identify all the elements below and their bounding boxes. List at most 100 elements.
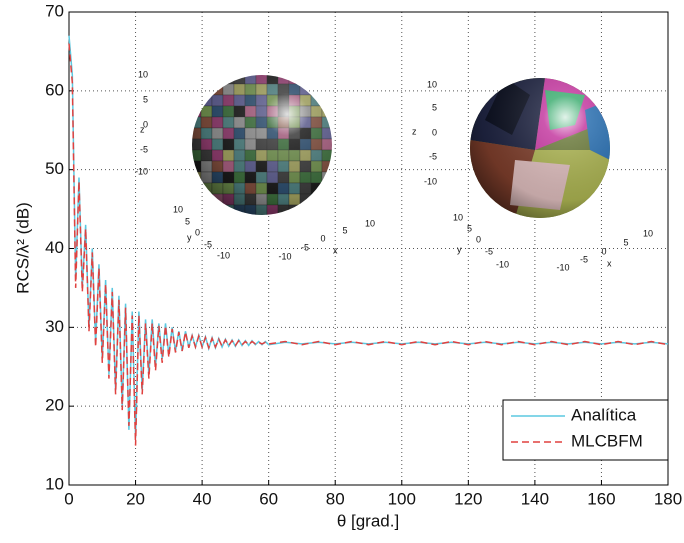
axes-box: [68, 11, 669, 486]
inset-x-tick: 0: [320, 233, 325, 243]
patch: [321, 83, 332, 96]
inset-x-label: x: [607, 258, 612, 268]
patch: [245, 216, 256, 227]
patch: [333, 139, 344, 150]
inset-y-tick: 5: [467, 223, 472, 233]
patch: [322, 216, 333, 227]
patch: [333, 183, 344, 194]
patch: [333, 150, 344, 161]
patch: [333, 194, 344, 205]
patch: [200, 193, 213, 206]
x-tick-label: 120: [454, 489, 482, 508]
patch: [321, 182, 332, 195]
patch: [299, 204, 312, 215]
inset-y-label: y: [187, 232, 192, 242]
patch: [321, 204, 332, 215]
patch: [310, 204, 323, 215]
inset-x-tick: 10: [643, 228, 653, 238]
inset-y-tick: -10: [496, 259, 509, 269]
patch: [333, 172, 344, 183]
patch: [201, 216, 212, 227]
patch: [333, 95, 344, 106]
inset-y-tick: 0: [476, 234, 481, 244]
inset-x-tick: 5: [623, 237, 628, 247]
inset-x-tick: 5: [342, 225, 347, 235]
inset-z-tick: 10: [138, 69, 148, 79]
sphere-1: [190, 73, 344, 227]
inset-x-tick: 0: [601, 246, 606, 256]
x-tick-label: 0: [64, 489, 73, 508]
x-tick-label: 140: [521, 489, 549, 508]
inset-x-tick: -5: [301, 242, 309, 252]
x-axis-label: θ [grad.]: [337, 511, 399, 530]
x-tick-label: 20: [126, 489, 145, 508]
x-tick-label: 40: [193, 489, 212, 508]
inset-z-tick: -5: [429, 151, 437, 161]
legend-label: MLCBFM: [571, 431, 643, 450]
inset-x-tick: 10: [365, 218, 375, 228]
patch: [333, 117, 344, 128]
y-tick-label: 20: [45, 396, 64, 415]
patch: [321, 94, 332, 107]
patch: [333, 106, 344, 117]
patch: [321, 75, 332, 85]
patch: [311, 216, 322, 227]
sphere-2: [470, 78, 610, 218]
inset-z-tick: 5: [432, 102, 437, 112]
patch: [211, 75, 224, 85]
patch: [200, 75, 213, 85]
patch: [192, 204, 202, 215]
inset-z-tick: -5: [140, 144, 148, 154]
patch: [289, 216, 300, 227]
patch: [200, 204, 213, 215]
patch: [234, 216, 245, 227]
patch: [333, 73, 344, 84]
patch: [333, 205, 344, 216]
patch: [299, 75, 312, 85]
x-tick-label: 80: [326, 489, 345, 508]
patch: [200, 83, 213, 96]
series-line: [68, 43, 669, 446]
x-tick-label: 60: [259, 489, 278, 508]
patch: [192, 182, 202, 195]
patch: [310, 83, 323, 96]
legend: Analítica MLCBFM: [502, 399, 669, 461]
y-tick-label: 30: [45, 317, 64, 336]
patch: [310, 75, 323, 85]
patch: [192, 75, 202, 85]
patch: [212, 216, 223, 227]
patch: [192, 83, 202, 96]
patch: [192, 94, 202, 107]
y-tick-label: 40: [45, 238, 64, 257]
inset-z-tick: 5: [143, 94, 148, 104]
inset-z-label: z: [140, 124, 145, 134]
inset-x-label: x: [333, 245, 338, 255]
inset-x-tick: -5: [580, 254, 588, 264]
y-tick-label: 60: [45, 80, 64, 99]
x-tick-label: 180: [654, 489, 682, 508]
inset-z-tick: -10: [424, 176, 437, 186]
patch: [190, 216, 201, 227]
patch: [333, 161, 344, 172]
inset-y-tick: -5: [204, 239, 212, 249]
patch: [192, 193, 202, 206]
patch: [223, 216, 234, 227]
patch: [256, 216, 267, 227]
patch: [333, 84, 344, 95]
x-tick-label: 160: [587, 489, 615, 508]
inset-y-tick: -10: [217, 250, 230, 260]
x-tick-label: 100: [388, 489, 416, 508]
inset-y-tick: 5: [185, 216, 190, 226]
inset-x-tick: -10: [278, 251, 291, 261]
inset-y-tick: -5: [485, 246, 493, 256]
y-tick-label: 10: [45, 474, 64, 493]
patch: [267, 216, 278, 227]
patch: [300, 216, 311, 227]
patch: [211, 204, 224, 215]
inset-z-label: z: [412, 126, 417, 136]
inset-y-tick: 10: [453, 212, 463, 222]
legend-label: Analítica: [571, 405, 637, 424]
